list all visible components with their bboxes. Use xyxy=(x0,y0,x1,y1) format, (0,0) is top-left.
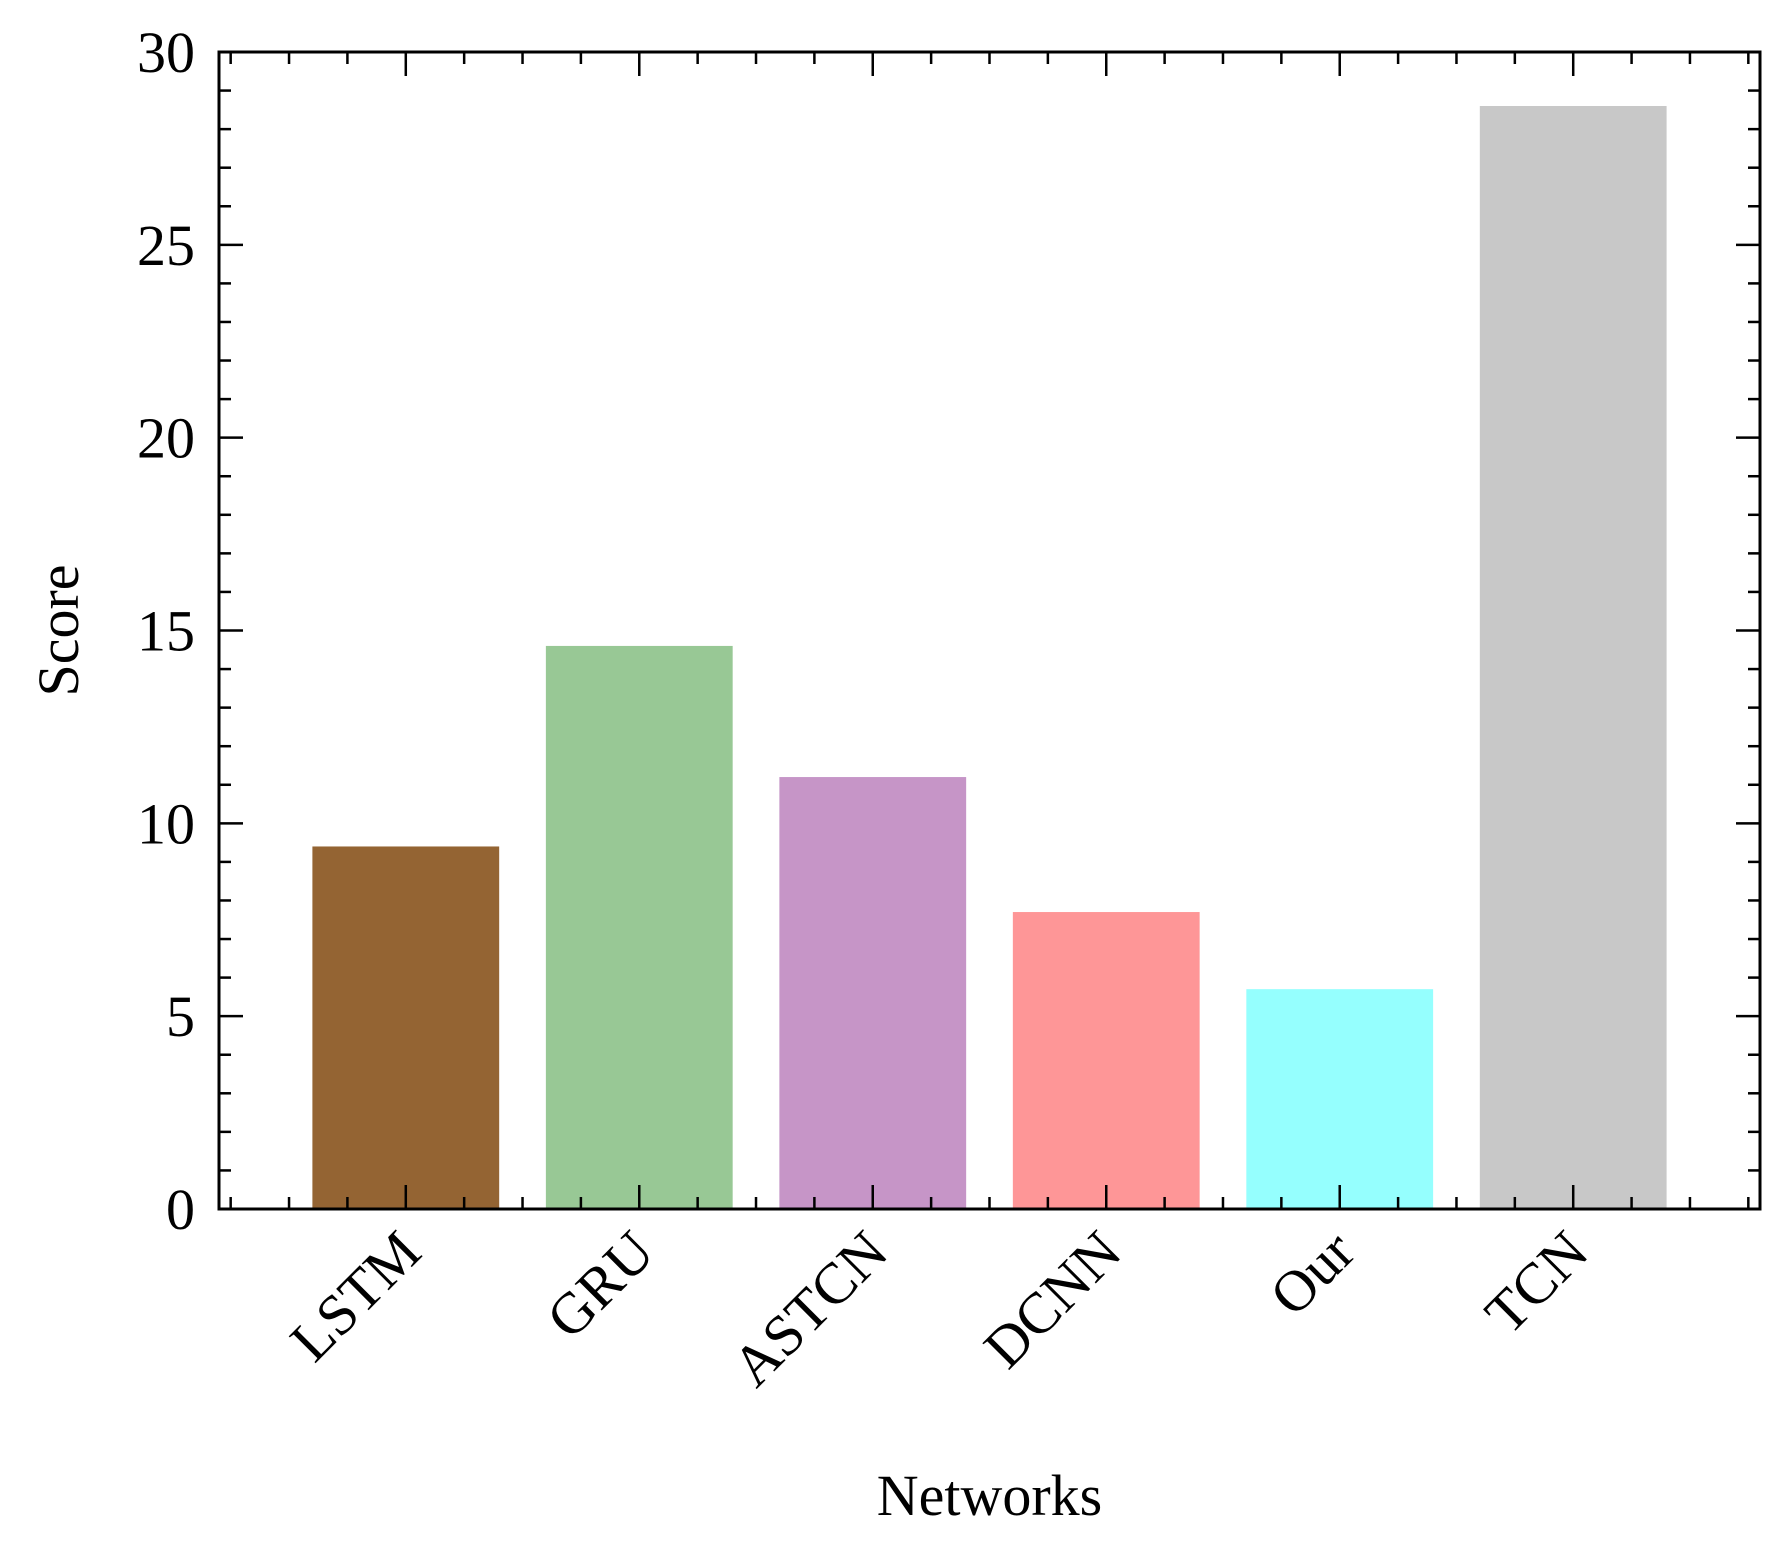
y-tick-label: 5 xyxy=(166,984,195,1049)
y-tick-label: 10 xyxy=(137,791,195,856)
y-tick-label: 0 xyxy=(166,1177,195,1242)
x-tick-labels: LSTM GRU ASTCN DCNN Our TCN xyxy=(278,1218,1601,1398)
x-tick-label-astcn: ASTCN xyxy=(720,1218,900,1398)
x-tick-label-lstm: LSTM xyxy=(278,1218,433,1373)
bar-gru xyxy=(545,645,733,1209)
plot-frame xyxy=(217,50,1762,1211)
bars-group xyxy=(312,105,1667,1210)
y-tick-label: 30 xyxy=(137,20,195,85)
y-tick-label: 20 xyxy=(137,406,195,471)
x-tick-label-dcnn: DCNN xyxy=(971,1218,1133,1380)
bar-dcnn xyxy=(1012,912,1200,1209)
x-tick-label-our: Our xyxy=(1257,1218,1367,1328)
y-tick-label: 25 xyxy=(137,213,195,278)
bar-astcn xyxy=(779,777,967,1209)
y-tick-labels: 0 5 10 15 20 25 30 xyxy=(137,20,195,1242)
bar-our xyxy=(1246,989,1434,1209)
bar-lstm xyxy=(312,846,500,1209)
x-axis-title: Networks xyxy=(877,1463,1103,1528)
y-tick-label: 15 xyxy=(137,599,195,664)
y-axis-title: Score xyxy=(26,564,91,696)
bar-tcn xyxy=(1479,105,1667,1210)
x-tick-label-tcn: TCN xyxy=(1472,1218,1600,1346)
x-tick-label-gru: GRU xyxy=(534,1218,667,1351)
